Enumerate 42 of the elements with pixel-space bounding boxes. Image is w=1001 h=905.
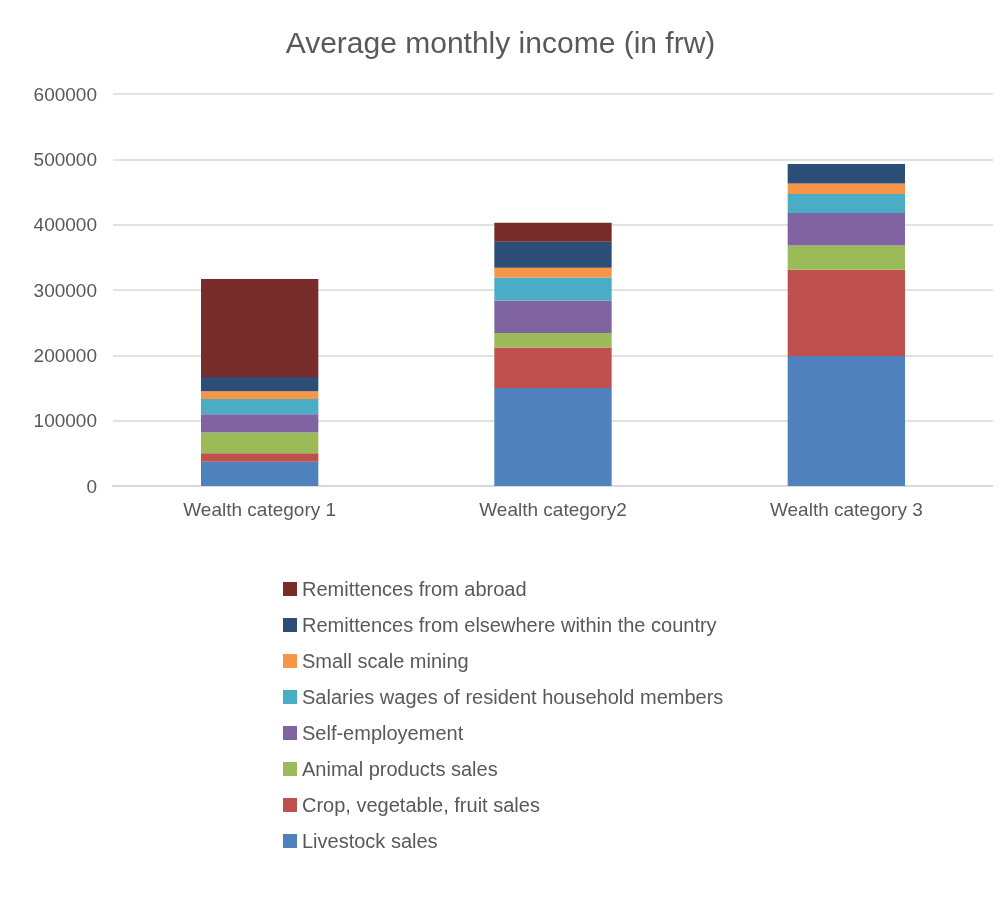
bar: [494, 277, 612, 301]
y-tick-label: 300000: [33, 279, 97, 301]
y-tick-label: 0: [86, 475, 97, 497]
bar: [787, 212, 905, 246]
y-tick-label: 100000: [33, 410, 97, 432]
y-tick-label: 400000: [33, 214, 97, 236]
bar: [201, 278, 319, 377]
y-tick-label: 200000: [33, 344, 97, 366]
legend-label: Self-employement: [302, 722, 464, 744]
bar: [494, 388, 612, 486]
bar: [494, 300, 612, 334]
y-tick-label: 500000: [33, 148, 97, 170]
bar: [494, 267, 612, 278]
bar: [201, 414, 319, 433]
bar: [201, 432, 319, 454]
bar: [787, 193, 905, 213]
bar: [494, 333, 612, 348]
legend-label: Livestock sales: [302, 830, 438, 852]
bar: [787, 163, 905, 184]
x-tick-label: Wealth category2: [479, 499, 627, 520]
legend-label: Remittences from abroad: [302, 578, 527, 600]
bar: [201, 376, 319, 392]
y-tick-label: 600000: [33, 83, 97, 105]
bar: [201, 453, 319, 462]
bar: [787, 245, 905, 270]
chart-title: Average monthly income (in frw): [285, 25, 716, 59]
bar: [494, 241, 612, 268]
bar: [787, 183, 905, 194]
bar: [787, 355, 905, 486]
legend-label: Animal products sales: [302, 758, 498, 780]
x-tick-label: Wealth category 1: [183, 499, 337, 520]
bar: [201, 461, 319, 486]
bar: [787, 269, 905, 356]
bar: [494, 222, 612, 242]
bar: [494, 347, 612, 388]
legend-label: Small scale mining: [302, 650, 469, 672]
legend-label: Crop, vegetable, fruit sales: [302, 794, 540, 816]
legend-label: Salaries wages of resident household members: [302, 686, 724, 708]
bar: [201, 391, 319, 400]
x-tick-label: Wealth category 3: [769, 499, 923, 520]
legend-label: Remittences from elsewhere within the country: [302, 614, 717, 636]
bar: [201, 399, 319, 415]
